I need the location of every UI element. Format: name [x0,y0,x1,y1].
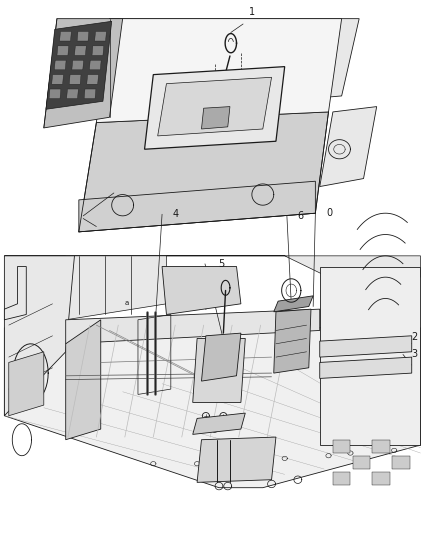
Polygon shape [54,60,66,70]
Polygon shape [145,67,285,149]
Polygon shape [353,456,370,469]
Polygon shape [66,256,166,320]
Polygon shape [320,357,412,378]
Polygon shape [84,89,96,99]
Polygon shape [158,77,272,136]
Polygon shape [320,336,412,357]
Polygon shape [52,75,64,84]
Polygon shape [79,181,315,232]
Polygon shape [4,256,74,416]
Polygon shape [44,19,123,128]
Polygon shape [79,112,328,232]
Polygon shape [201,107,230,129]
Polygon shape [87,75,99,84]
Text: 1: 1 [249,7,255,17]
Polygon shape [49,89,61,99]
Polygon shape [88,19,359,117]
Polygon shape [193,338,245,402]
Polygon shape [274,296,313,312]
Polygon shape [57,46,69,55]
Polygon shape [92,46,104,55]
Polygon shape [333,472,350,485]
Polygon shape [193,413,245,434]
Polygon shape [4,266,26,320]
Polygon shape [89,60,101,70]
Text: 3: 3 [411,350,417,359]
Polygon shape [4,328,420,488]
Polygon shape [60,31,71,41]
Polygon shape [372,440,390,453]
Polygon shape [372,472,390,485]
Polygon shape [46,21,112,109]
Polygon shape [320,107,377,187]
Text: 4: 4 [173,209,179,219]
Polygon shape [274,309,311,373]
Polygon shape [333,440,350,453]
Polygon shape [9,352,44,416]
Polygon shape [74,46,86,55]
Polygon shape [69,75,81,84]
Polygon shape [96,19,342,123]
Polygon shape [4,256,420,277]
Text: 2: 2 [411,332,417,342]
Polygon shape [197,437,276,482]
Polygon shape [95,31,106,41]
Polygon shape [77,31,89,41]
Polygon shape [66,320,101,440]
Text: a: a [125,300,129,306]
Polygon shape [67,89,78,99]
Polygon shape [392,456,410,469]
Polygon shape [201,333,241,381]
Polygon shape [66,309,320,344]
Polygon shape [72,60,84,70]
Polygon shape [320,266,420,445]
Polygon shape [162,266,241,314]
Text: 0: 0 [326,208,332,218]
Text: 5: 5 [218,259,224,269]
Text: 6: 6 [298,211,304,221]
